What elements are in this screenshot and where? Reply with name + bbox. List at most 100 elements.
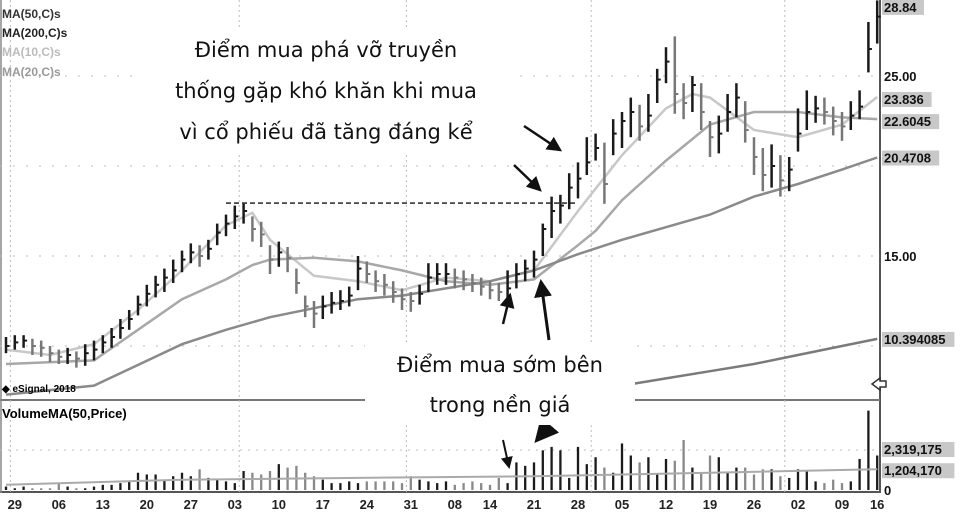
x-tick-label: 27 bbox=[184, 497, 198, 512]
price-bar bbox=[427, 263, 432, 292]
price-bar bbox=[523, 259, 529, 282]
x-tick-label: 29 bbox=[8, 497, 22, 512]
price-bar bbox=[638, 104, 644, 141]
price-bar bbox=[735, 83, 740, 118]
price-bar bbox=[647, 94, 652, 132]
x-tick-label: 21 bbox=[527, 497, 541, 512]
price-bar bbox=[691, 76, 696, 112]
legend-ma10: MA(10,C)s bbox=[2, 45, 61, 59]
value-label-bg bbox=[882, 331, 955, 347]
price-bar bbox=[374, 270, 380, 292]
x-tick-label: 14 bbox=[483, 497, 498, 512]
price-bar bbox=[559, 194, 564, 224]
volume-ma-line bbox=[5, 468, 878, 486]
legend-ma20: MA(20,C)s bbox=[2, 65, 61, 79]
price-bar bbox=[805, 90, 811, 130]
price-bar bbox=[4, 337, 10, 354]
breakout-arrow-icon bbox=[513, 164, 542, 192]
moving-average-line bbox=[5, 110, 878, 366]
early-note-line: trong nền giá bbox=[429, 393, 571, 417]
price-bar bbox=[479, 277, 485, 296]
price-bar bbox=[444, 263, 450, 285]
price-bar bbox=[233, 205, 239, 229]
x-tick-label: 02 bbox=[791, 497, 805, 512]
price-bar bbox=[13, 335, 19, 350]
price-bar bbox=[391, 281, 397, 303]
price-bar bbox=[488, 281, 494, 300]
price-bar bbox=[497, 283, 503, 301]
volume-value-label: 2,319,175 bbox=[884, 442, 942, 457]
price-bar bbox=[699, 83, 705, 130]
price-bar bbox=[770, 144, 776, 188]
volume-zero-label: 0 bbox=[884, 483, 891, 498]
price-bar bbox=[814, 95, 820, 123]
price-bar bbox=[796, 108, 802, 152]
price-bar bbox=[823, 97, 828, 125]
price-bar bbox=[840, 112, 846, 141]
price-bar bbox=[673, 36, 679, 114]
price-bar bbox=[576, 162, 582, 199]
price-bar bbox=[875, 0, 881, 44]
price-bar bbox=[409, 292, 415, 312]
price-bar bbox=[383, 274, 388, 296]
price-bar bbox=[532, 250, 538, 278]
x-tick-label: 26 bbox=[747, 497, 761, 512]
volume-ma-value-label: 1,204,170 bbox=[884, 463, 942, 478]
price-bar bbox=[603, 142, 608, 204]
x-tick-label: 24 bbox=[360, 497, 375, 512]
price-bar bbox=[145, 284, 151, 307]
scroll-right-icon bbox=[870, 376, 887, 392]
price-bar bbox=[251, 216, 256, 242]
price-bar bbox=[92, 340, 98, 361]
x-tick-label: 12 bbox=[659, 497, 673, 512]
x-tick-label: 06 bbox=[52, 497, 66, 512]
value-label-bg bbox=[882, 442, 955, 457]
price-bar bbox=[867, 22, 872, 73]
price-bar bbox=[585, 137, 591, 175]
breakout-note-line: thống gặp khó khăn khi mua bbox=[175, 79, 477, 103]
early-note-line: Điểm mua sớm bên bbox=[397, 353, 603, 377]
price-bar bbox=[655, 68, 661, 103]
price-bar bbox=[858, 90, 864, 120]
moving-average-line bbox=[621, 337, 878, 387]
value-label-bg bbox=[882, 150, 940, 166]
watermark: ◆ eSignal, 2018 bbox=[2, 384, 76, 395]
x-tick-label: 20 bbox=[140, 497, 154, 512]
price-bar bbox=[453, 268, 459, 289]
x-tick-label: 28 bbox=[571, 497, 585, 512]
price-bar bbox=[242, 203, 248, 224]
breakout-arrow-icon bbox=[523, 124, 563, 152]
price-bar bbox=[57, 349, 63, 364]
price-bar bbox=[163, 268, 168, 292]
price-bar bbox=[849, 101, 855, 130]
price-bar bbox=[75, 351, 80, 368]
price-bar bbox=[268, 245, 274, 274]
price-bar bbox=[321, 295, 327, 319]
breakout-note-line: Điểm mua phá vỡ truyền bbox=[194, 38, 458, 62]
price-bar bbox=[295, 268, 300, 294]
value-label-bg bbox=[882, 0, 924, 15]
price-bar bbox=[198, 245, 204, 267]
price-bar bbox=[471, 274, 476, 292]
legend-ma200: MA(200,C)s bbox=[2, 26, 68, 40]
price-bar bbox=[664, 47, 670, 84]
last-price-label: 28.84 bbox=[884, 0, 917, 15]
price-bar bbox=[515, 263, 520, 289]
early-buy-annotation: Điểm mua sớm bên trong nền giá bbox=[365, 345, 635, 425]
price-bar bbox=[224, 214, 230, 237]
price-bar bbox=[787, 157, 793, 192]
legend-ma50: MA(50,C)s bbox=[2, 7, 61, 21]
price-bar bbox=[752, 137, 758, 175]
volume-pane-title: VolumeMA(50,Price) bbox=[2, 406, 127, 421]
price-bar bbox=[39, 340, 45, 357]
price-bar bbox=[330, 292, 336, 314]
price-bar bbox=[717, 115, 723, 154]
price-bar bbox=[207, 239, 212, 260]
price-bar bbox=[347, 286, 353, 307]
price-bar bbox=[48, 346, 54, 363]
x-tick-label: 10 bbox=[272, 497, 286, 512]
price-bar bbox=[136, 295, 142, 316]
x-tick-label: 19 bbox=[703, 497, 717, 512]
price-bar bbox=[83, 344, 89, 366]
x-tick-label: 13 bbox=[96, 497, 110, 512]
